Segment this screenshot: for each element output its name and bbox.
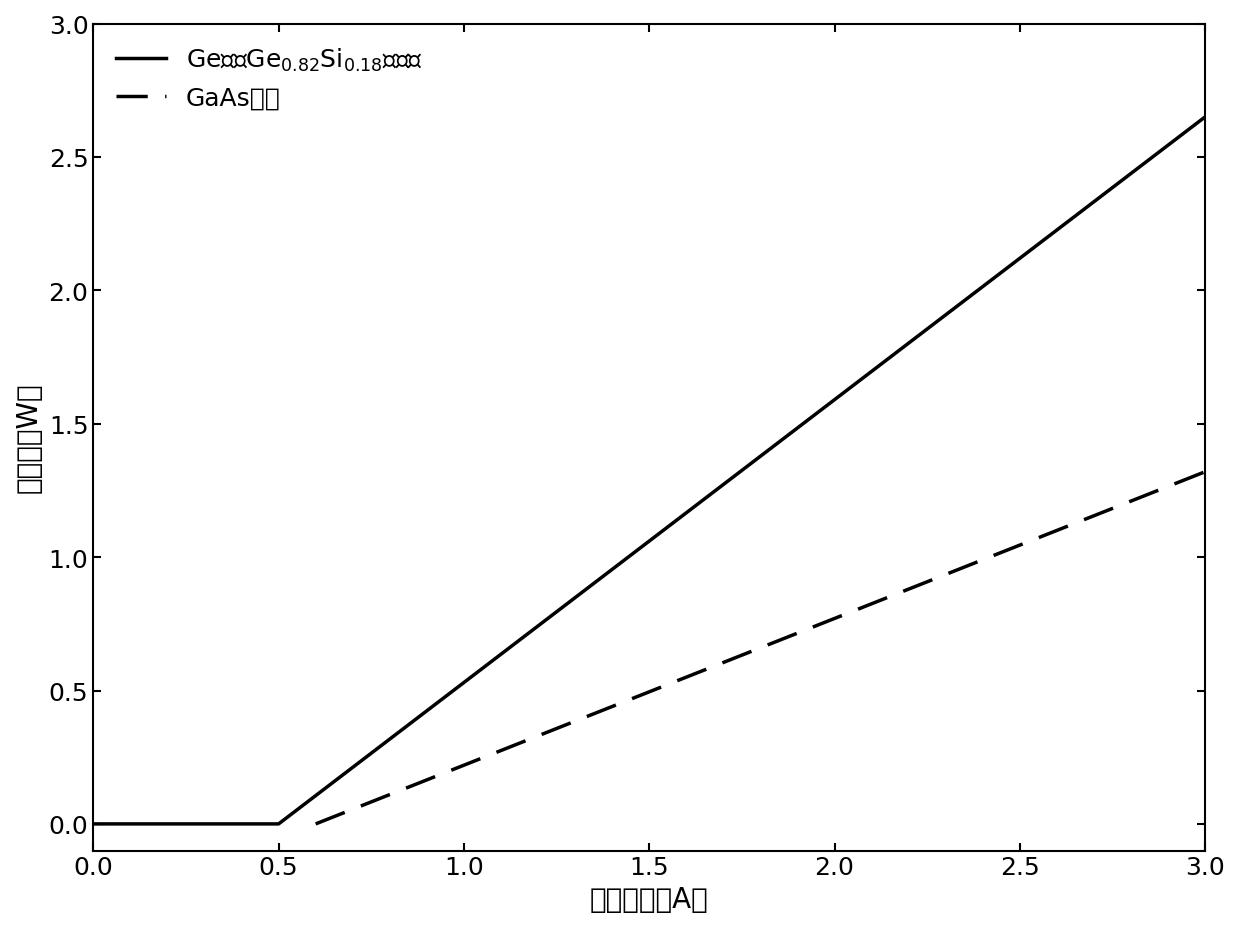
X-axis label: 注入电流（A）: 注入电流（A） — [590, 885, 708, 913]
GaAs衬底 — [309, 818, 324, 830]
Line: GaAs衬底: GaAs衬底 — [316, 472, 1205, 824]
Ge衬底Ge$_{0.82}$Si$_{0.18}$基体层 — [1198, 112, 1213, 123]
GaAs衬底 — [1198, 467, 1213, 478]
Y-axis label: 光功率（W）: 光功率（W） — [15, 382, 43, 493]
Legend: Ge衬底Ge$_{0.82}$Si$_{0.18}$基体层, GaAs衬底: Ge衬底Ge$_{0.82}$Si$_{0.18}$基体层, GaAs衬底 — [105, 37, 433, 121]
Ge衬底Ge$_{0.82}$Si$_{0.18}$基体层 — [86, 818, 100, 830]
Ge衬底Ge$_{0.82}$Si$_{0.18}$基体层 — [272, 818, 286, 830]
Line: Ge衬底Ge$_{0.82}$Si$_{0.18}$基体层: Ge衬底Ge$_{0.82}$Si$_{0.18}$基体层 — [93, 118, 1205, 824]
